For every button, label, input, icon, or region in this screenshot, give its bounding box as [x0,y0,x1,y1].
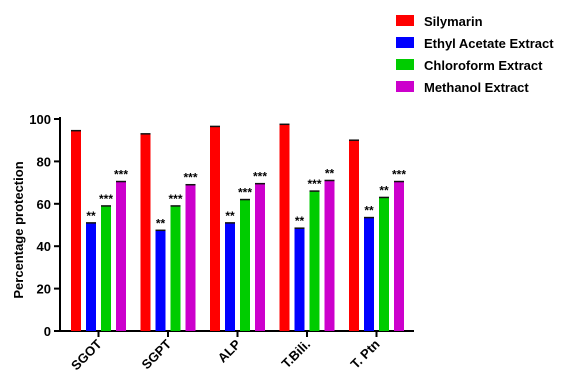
x-ticks: SGOT SGPT ALP T.Bili. T. Ptn [68,331,383,373]
significance-labels: ************************************** [86,166,406,230]
significance-label: *** [392,168,406,182]
y-tick-label: 20 [37,282,51,297]
bar-silymarin-sgpt [140,133,151,331]
legend-swatch [396,15,414,26]
legend-swatch [396,81,414,92]
bar-ethyl-acetate-extract-t-ptn [364,217,374,331]
y-axis-label: Percentage protection [11,161,26,298]
y-ticks: 0 20 40 60 80 100 [29,112,60,339]
bar-silymarin-sgot [71,130,81,331]
significance-label: *** [183,171,197,185]
bars [71,123,404,331]
bar-methanol-extract-sgpt [185,184,196,331]
significance-label: ** [325,166,335,180]
bar-silymarin-alp [210,126,220,331]
significance-label: *** [168,192,182,206]
significance-label: ** [156,216,166,230]
bar-methanol-extract-t-bili- [324,180,335,331]
bar-chloroform-extract-sgpt [170,205,181,331]
x-tick-label: T. Ptn [347,336,382,371]
bar-chloroform-extract-alp [240,199,250,331]
x-tick-label: SGOT [68,336,105,373]
y-tick-label: 80 [37,154,51,169]
significance-label: *** [307,177,321,191]
bar-methanol-extract-alp [255,183,265,331]
bar-silymarin-t-ptn [349,140,359,331]
significance-label: *** [114,168,128,182]
bar-ethyl-acetate-extract-alp [225,222,235,331]
legend-label: Chloroform Extract [424,58,543,73]
bar-methanol-extract-t-ptn [394,181,404,331]
significance-label: ** [295,214,305,228]
significance-label: ** [379,183,389,197]
x-tick-label: ALP [215,336,244,365]
legend-swatch [396,37,414,48]
x-tick-label: T.Bili. [279,337,314,372]
bar-ethyl-acetate-extract-sgot [86,222,96,331]
legend-label: Ethyl Acetate Extract [424,36,554,51]
bar-methanol-extract-sgot [116,181,126,331]
legend-label: Silymarin [424,14,483,29]
legend-label: Methanol Extract [424,80,529,95]
bar-chloroform-extract-t-bili- [309,191,320,331]
significance-label: ** [86,209,96,223]
x-tick-label: SGPT [138,336,174,372]
significance-label: *** [253,170,267,184]
legend-swatch [396,59,414,70]
y-tick-label: 0 [44,324,51,339]
significance-label: ** [364,204,374,218]
bar-chloroform-extract-t-ptn [379,197,389,331]
significance-label: *** [99,192,113,206]
bar-silymarin-t-bili- [279,124,290,331]
y-tick-label: 40 [37,239,51,254]
y-tick-label: 60 [37,197,51,212]
bar-ethyl-acetate-extract-sgpt [155,230,166,331]
significance-label: ** [225,209,235,223]
legend: Silymarin Ethyl Acetate Extract Chloroform… [396,14,554,95]
bar-ethyl-acetate-extract-t-bili- [294,228,305,331]
significance-label: *** [238,186,252,200]
y-tick-label: 100 [29,112,51,127]
bar-chloroform-extract-sgot [101,205,111,331]
